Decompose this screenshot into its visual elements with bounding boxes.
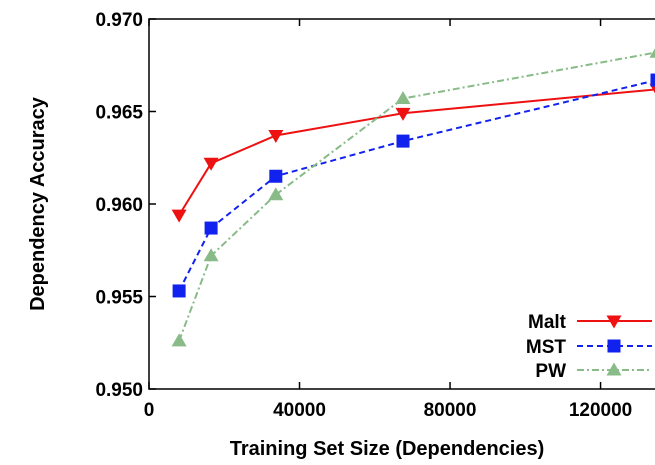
data-point-malt <box>171 209 187 223</box>
series-line-pw <box>178 51 655 342</box>
series-markers <box>171 48 655 347</box>
x-tick-label: 120000 <box>569 400 632 421</box>
x-axis: 0 40000 80000 120000 <box>144 19 632 421</box>
y-axis: 0.950 0.955 0.960 0.965 0.970 <box>95 10 156 401</box>
data-point-malt <box>395 107 411 121</box>
series-lines <box>178 51 655 342</box>
legend-marker-pw <box>606 362 622 376</box>
data-point-mst <box>204 221 218 235</box>
data-point-mst <box>269 169 283 183</box>
data-point-pw <box>649 48 655 58</box>
data-point-malt <box>268 130 284 144</box>
data-point-mst <box>172 284 186 298</box>
legend-marker-mst <box>607 339 621 353</box>
x-tick-label: 0 <box>144 400 155 421</box>
legend-label-malt: Malt <box>528 312 567 333</box>
data-point-pw <box>395 91 411 105</box>
x-tick-label: 80000 <box>424 400 477 421</box>
y-tick-label: 0.960 <box>95 195 143 216</box>
data-point-pw <box>203 248 219 262</box>
legend-marker-malt <box>606 315 622 329</box>
x-axis-title: Training Set Size (Dependencies) <box>230 438 545 460</box>
y-tick-label: 0.965 <box>95 103 143 124</box>
legend-label-mst: MST <box>526 337 567 358</box>
y-axis-title: Dependency Accuracy <box>27 96 49 311</box>
data-point-malt <box>203 157 219 171</box>
legend: Malt MST PW <box>526 312 652 382</box>
y-tick-label: 0.950 <box>95 380 143 401</box>
legend-label-pw: PW <box>535 361 566 382</box>
data-point-mst <box>650 73 655 87</box>
data-point-mst <box>396 134 410 148</box>
plot-frame <box>148 18 655 390</box>
data-point-pw <box>171 333 187 347</box>
data-point-pw <box>268 187 284 201</box>
y-tick-label: 0.955 <box>95 288 143 309</box>
y-tick-label: 0.970 <box>95 10 143 31</box>
x-tick-label: 40000 <box>273 400 326 421</box>
